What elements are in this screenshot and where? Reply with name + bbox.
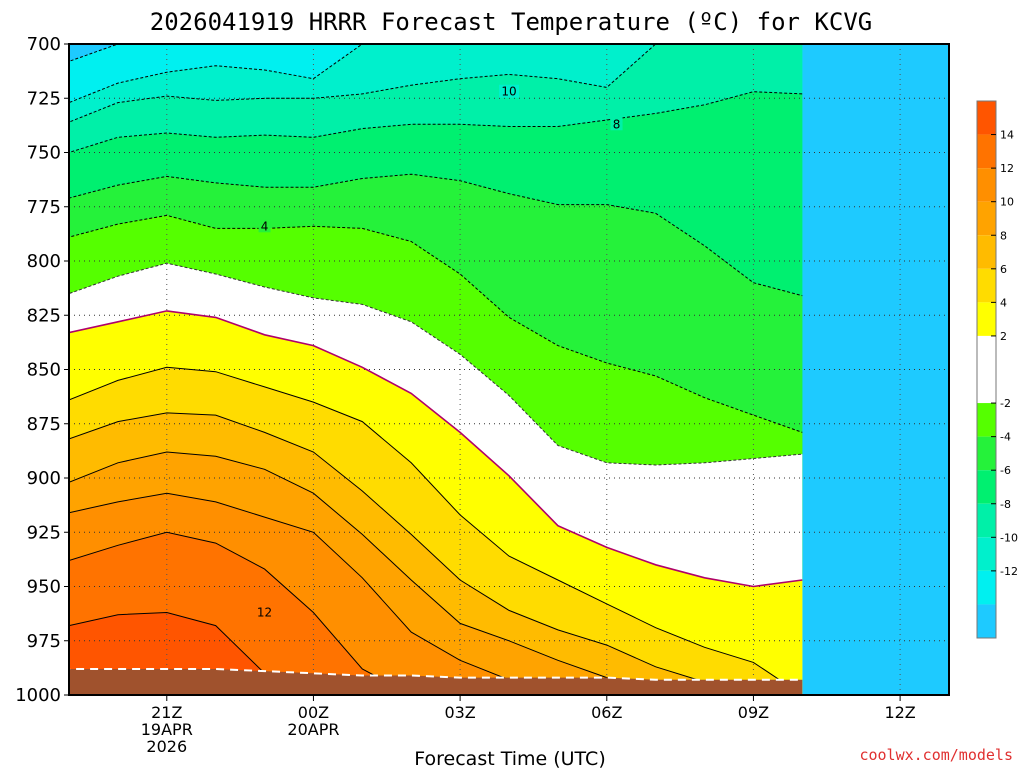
isotherm-4	[69, 366, 803, 695]
temp-band-12	[69, 532, 803, 695]
isotherm--4	[69, 214, 803, 433]
contour-label-bg	[254, 605, 275, 619]
x-tick-label-0-0: 21Z	[151, 703, 182, 722]
colorbar-tick-label-6: 6	[1000, 263, 1007, 276]
colorbar-swatch-2	[977, 302, 996, 336]
y-tick-label-950: 950	[27, 577, 61, 598]
isotherm-14	[69, 611, 803, 695]
colorbar-tick-label-12: 12	[1000, 162, 1014, 175]
x-tick-label-15-0: 12Z	[884, 703, 915, 722]
colorbar-swatch--10	[977, 503, 996, 538]
colorbar-tick-label--8: -8	[1000, 498, 1011, 511]
y-tick-label-900: 900	[27, 468, 61, 489]
isotherm--10	[69, 44, 803, 123]
y-tick-label-875: 875	[27, 414, 61, 435]
ground-edge	[69, 668, 803, 681]
x-tick-label-9-0: 06Z	[591, 703, 622, 722]
x-tick-label-12-0: 09Z	[738, 703, 769, 722]
colorbar-frame	[976, 100, 997, 639]
contour-label-bg	[610, 117, 623, 131]
y-tick-label-700: 700	[27, 34, 61, 55]
y-tick-label-750: 750	[27, 143, 61, 164]
isotherm--2	[69, 262, 803, 466]
temperature-fill-bands	[69, 44, 949, 695]
colorbar-swatch-10	[977, 168, 996, 202]
contour-labels: 10 8 4 12	[254, 84, 623, 620]
y-tick-label-850: 850	[27, 360, 61, 381]
chart-title: 2026041919 HRRR Forecast Temperature (ºC…	[150, 8, 872, 36]
x-tick-label-0-2: 2026	[146, 737, 187, 756]
x-tick-label-6-0: 03Z	[444, 703, 475, 722]
isotherm-8	[69, 451, 803, 695]
y-tick-label-925: 925	[27, 522, 61, 543]
colorbar-tick-label-2: 2	[1000, 330, 1007, 343]
colorbar-swatch--8	[977, 470, 996, 504]
colorbar-legend: 14 12 10 8 6 4 2 -2 -4 -6 -8 -10 -12	[976, 100, 1018, 639]
colorbar-tick-label-10: 10	[1000, 196, 1014, 209]
y-axis-pressure: 700 725 750 775 800 825 850 875 900 925 950 975 1000	[15, 34, 69, 706]
contour-label-bg	[258, 219, 271, 233]
isotherm-2	[69, 310, 803, 588]
contour-label--10: 10	[501, 85, 516, 99]
contour-label--4: 4	[261, 219, 269, 233]
colorbar-tick-label-8: 8	[1000, 229, 1007, 242]
colorbar-swatch--14	[977, 570, 996, 605]
colorbar-swatch--4	[977, 403, 996, 437]
colorbar-tick-label--2: -2	[1000, 397, 1011, 410]
colorbar-swatch--16	[977, 604, 996, 638]
colorbar-swatch-6	[977, 235, 996, 269]
isotherm--6	[69, 173, 803, 297]
isotherm-12	[69, 531, 803, 695]
colorbar-tick-label--10: -10	[1000, 531, 1018, 544]
colorbar-swatch--6	[977, 436, 996, 471]
y-tick-label-1000: 1000	[15, 685, 61, 706]
colorbar-swatch-12	[977, 134, 996, 169]
contour-label--8: 8	[613, 117, 621, 131]
colorbar-tick-label--4: -4	[1000, 431, 1011, 444]
isotherm-6	[69, 412, 803, 695]
colorbar-swatch--2	[977, 335, 996, 404]
colorbar-swatch--12	[977, 537, 996, 571]
colorbar-tick-label-14: 14	[1000, 129, 1014, 142]
y-tick-label-800: 800	[27, 251, 61, 272]
x-tick-label-3-0: 00Z	[298, 703, 329, 722]
colorbar-swatch-14	[977, 101, 996, 135]
isotherm-lines	[69, 44, 803, 695]
colorbar-tick-label-4: 4	[1000, 296, 1007, 309]
isotherm--8	[69, 91, 803, 154]
colorbar-tick-label--12: -12	[1000, 565, 1018, 578]
y-tick-label-725: 725	[27, 88, 61, 109]
credit-text: coolwx.com/models	[859, 746, 1013, 764]
ground-surface	[69, 668, 803, 695]
y-tick-label-975: 975	[27, 631, 61, 652]
colorbar-swatch-4	[977, 268, 996, 303]
isotherm-10	[69, 492, 803, 695]
ground-fill	[69, 669, 803, 695]
y-tick-label-825: 825	[27, 305, 61, 326]
y-tick-label-775: 775	[27, 197, 61, 218]
contour-label-bg	[499, 84, 519, 98]
contour-label-12: 12	[257, 606, 272, 620]
colorbar-tick-label--6: -6	[1000, 464, 1011, 477]
x-axis-label: Forecast Time (UTC)	[414, 748, 605, 768]
x-tick-label-3-1: 20APR	[287, 720, 339, 739]
isotherm--12	[69, 44, 803, 104]
x-tick-label-0-1: 19APR	[141, 720, 193, 739]
colorbar-swatch-8	[977, 201, 996, 236]
